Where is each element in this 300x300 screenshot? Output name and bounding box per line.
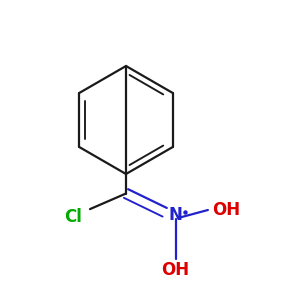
- Text: Cl: Cl: [64, 208, 82, 226]
- Text: OH: OH: [212, 201, 241, 219]
- Text: N: N: [169, 206, 182, 224]
- Text: OH: OH: [161, 261, 190, 279]
